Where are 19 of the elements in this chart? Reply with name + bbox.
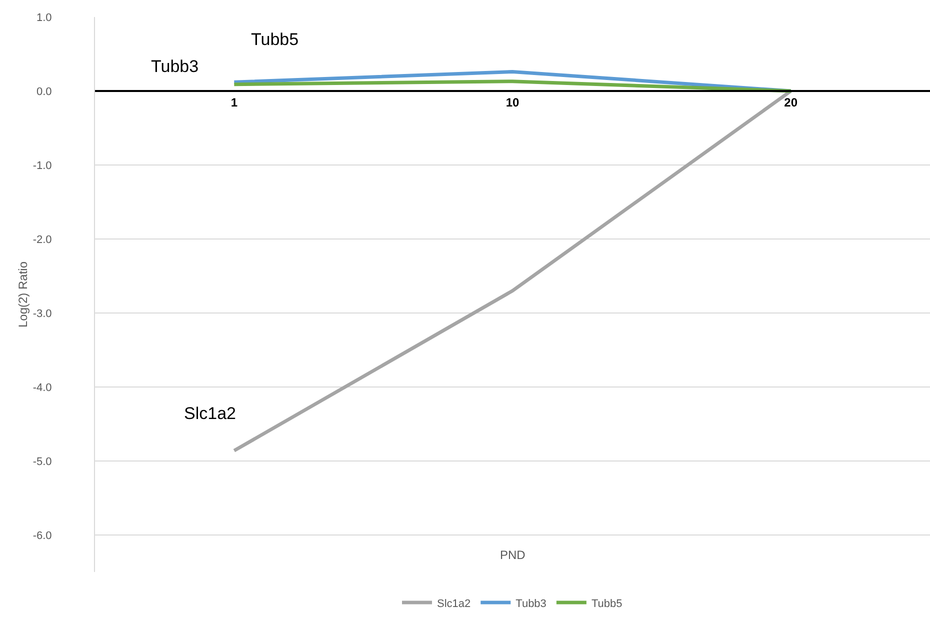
y-tick-label: 1.0 bbox=[36, 12, 52, 24]
y-tick-label: -3.0 bbox=[32, 308, 52, 320]
y-tick-label: -6.0 bbox=[32, 530, 52, 542]
y-tick-label: -5.0 bbox=[32, 456, 52, 468]
x-tick-label: 1 bbox=[230, 95, 238, 110]
annotation: Tubb3 bbox=[151, 57, 199, 76]
y-axis-title: Log(2) Ratio bbox=[16, 261, 30, 328]
x-tick-label: 10 bbox=[506, 95, 520, 110]
annotation: Slc1a2 bbox=[184, 404, 236, 423]
y-tick-label: -4.0 bbox=[32, 382, 52, 394]
x-tick-label: 20 bbox=[784, 95, 798, 110]
legend-label: Slc1a2 bbox=[437, 598, 471, 610]
legend-label: Tubb3 bbox=[516, 598, 546, 610]
legend-label: Tubb5 bbox=[591, 598, 622, 610]
y-tick-label: 0.0 bbox=[36, 86, 52, 98]
y-tick-label: -1.0 bbox=[32, 160, 52, 172]
y-tick-label: -2.0 bbox=[32, 234, 52, 246]
annotation: Tubb5 bbox=[251, 30, 299, 49]
x-axis-title: PND bbox=[500, 548, 526, 562]
